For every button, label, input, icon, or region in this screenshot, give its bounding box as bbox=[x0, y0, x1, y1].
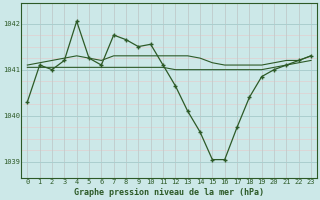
X-axis label: Graphe pression niveau de la mer (hPa): Graphe pression niveau de la mer (hPa) bbox=[74, 188, 264, 197]
